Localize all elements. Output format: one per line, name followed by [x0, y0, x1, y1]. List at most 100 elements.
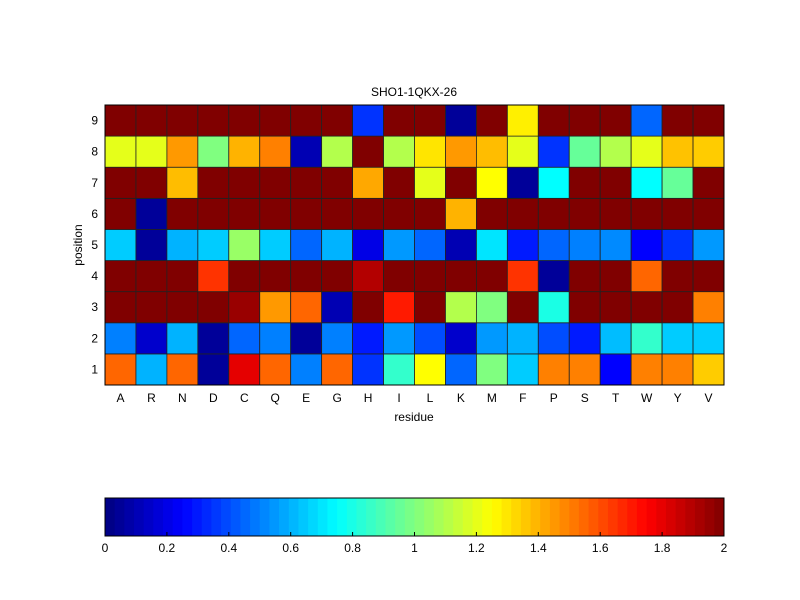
- colorbar-segment: [240, 498, 251, 536]
- colorbar-segment: [259, 498, 270, 536]
- y-tick-label: 2: [91, 331, 98, 345]
- colorbar-segment: [443, 498, 454, 536]
- cell-9-P: [537, 104, 570, 137]
- cell-5-Q: [259, 229, 292, 261]
- cell-1-W: [630, 353, 663, 386]
- x-tick-label: T: [612, 391, 620, 405]
- cell-9-C: [228, 104, 261, 137]
- colorbar-segment: [511, 498, 522, 536]
- cell-6-W: [630, 197, 663, 230]
- cell-7-E: [290, 166, 323, 199]
- cell-3-N: [166, 291, 199, 324]
- cell-6-E: [290, 197, 323, 230]
- y-tick-label: 6: [91, 207, 98, 221]
- colorbar-segment: [346, 498, 357, 536]
- cell-4-W: [630, 260, 663, 293]
- chart-title: SHO1-1QKX-26: [371, 85, 457, 99]
- colorbar-segment: [317, 498, 328, 536]
- colorbar-segment: [433, 498, 445, 536]
- cell-4-Y: [661, 260, 694, 293]
- colorbar-segment: [230, 498, 241, 536]
- cell-3-E: [290, 291, 323, 324]
- cell-3-L: [414, 291, 446, 324]
- cell-8-S: [568, 135, 601, 168]
- cell-9-E: [290, 104, 323, 137]
- x-tick-label: H: [364, 391, 373, 405]
- colorbar-segment: [221, 498, 232, 536]
- cell-5-W: [630, 229, 663, 261]
- colorbar-segment: [298, 498, 309, 536]
- cell-7-R: [135, 166, 168, 199]
- cell-1-A: [104, 353, 137, 386]
- cell-4-H: [352, 260, 384, 293]
- cell-3-G: [321, 291, 353, 324]
- colorbar-segment: [549, 498, 561, 536]
- cell-7-D: [197, 166, 230, 199]
- cell-4-G: [321, 260, 353, 293]
- colorbar-tick-label: 0.8: [344, 541, 361, 555]
- colorbar-segment: [694, 498, 706, 536]
- cell-5-T: [599, 229, 632, 261]
- colorbar-segment: [607, 498, 619, 536]
- cell-7-T: [599, 166, 632, 199]
- x-tick-label: N: [178, 391, 187, 405]
- colorbar-segment: [685, 498, 696, 536]
- colorbar-segment: [288, 498, 299, 536]
- colorbar-segment: [211, 498, 222, 536]
- colorbar-segment: [656, 498, 667, 536]
- colorbar-segment: [250, 498, 261, 536]
- colorbar-segment: [192, 498, 203, 536]
- cell-5-R: [135, 229, 168, 261]
- cell-3-Y: [661, 291, 694, 324]
- heatmap-cells: [104, 104, 725, 386]
- cell-4-R: [135, 260, 168, 293]
- cell-7-N: [166, 166, 199, 199]
- cell-6-P: [537, 197, 570, 230]
- cell-9-N: [166, 104, 199, 137]
- colorbar-segment: [714, 498, 725, 536]
- x-tick-label: Q: [271, 391, 280, 405]
- colorbar-tick-labels: 0 0.2 0.4 0.6 0.8 1 1.2 1.4 1.6 1.8 2: [102, 532, 728, 555]
- cell-6-T: [599, 197, 632, 230]
- cell-9-A: [104, 104, 137, 137]
- cell-1-G: [321, 353, 353, 386]
- y-tick-label: 9: [91, 114, 98, 128]
- cell-7-A: [104, 166, 137, 199]
- colorbar-segment: [337, 498, 348, 536]
- colorbar-segment: [385, 498, 396, 536]
- cell-2-W: [630, 322, 663, 355]
- cell-5-V: [692, 229, 725, 261]
- y-tick-label: 5: [91, 238, 98, 252]
- cell-1-Y: [661, 353, 694, 386]
- cell-7-G: [321, 166, 353, 199]
- cell-2-R: [135, 322, 168, 355]
- cell-5-N: [166, 229, 199, 261]
- cell-6-N: [166, 197, 199, 230]
- cell-4-V: [692, 260, 725, 293]
- cell-4-S: [568, 260, 601, 293]
- colorbar-segment: [520, 498, 532, 536]
- cell-8-K: [445, 135, 477, 168]
- cell-3-F: [506, 291, 539, 324]
- cell-4-P: [537, 260, 570, 293]
- cell-9-Q: [259, 104, 292, 137]
- cell-5-P: [537, 229, 570, 261]
- cell-8-Y: [661, 135, 694, 168]
- cell-8-P: [537, 135, 570, 168]
- cell-5-G: [321, 229, 353, 261]
- cell-8-F: [506, 135, 539, 168]
- cell-4-N: [166, 260, 199, 293]
- cell-1-N: [166, 353, 199, 386]
- colorbar-segment: [172, 498, 183, 536]
- cell-5-L: [414, 229, 446, 261]
- colorbar-segment: [646, 498, 657, 536]
- colorbar-segment: [308, 498, 319, 536]
- cell-2-K: [445, 322, 477, 355]
- y-axis-label: position: [71, 224, 85, 265]
- colorbar-segment: [453, 498, 464, 536]
- cell-9-I: [383, 104, 415, 137]
- cell-2-G: [321, 322, 353, 355]
- colorbar-segment: [124, 498, 135, 536]
- cell-3-S: [568, 291, 601, 324]
